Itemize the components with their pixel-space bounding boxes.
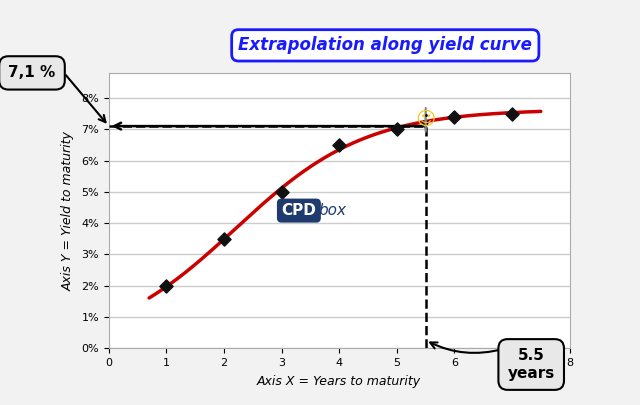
Point [507,110,517,117]
Y-axis label: Axis Y = Yield to maturity: Axis Y = Yield to maturity [61,131,74,290]
Point [334,142,344,148]
X-axis label: Axis X = Years to maturity: Axis X = Years to maturity [257,375,421,388]
Point [392,126,402,132]
Point [161,282,172,289]
Text: 5.5
years: 5.5 years [508,348,555,381]
Text: box: box [318,203,346,218]
Point [276,189,287,195]
Text: Extrapolation along yield curve: Extrapolation along yield curve [238,36,532,54]
Text: ☺: ☺ [415,110,436,129]
Point [449,113,460,120]
Text: CPD: CPD [282,203,316,218]
Text: 7,1 %: 7,1 % [8,65,56,81]
Point [219,236,229,242]
